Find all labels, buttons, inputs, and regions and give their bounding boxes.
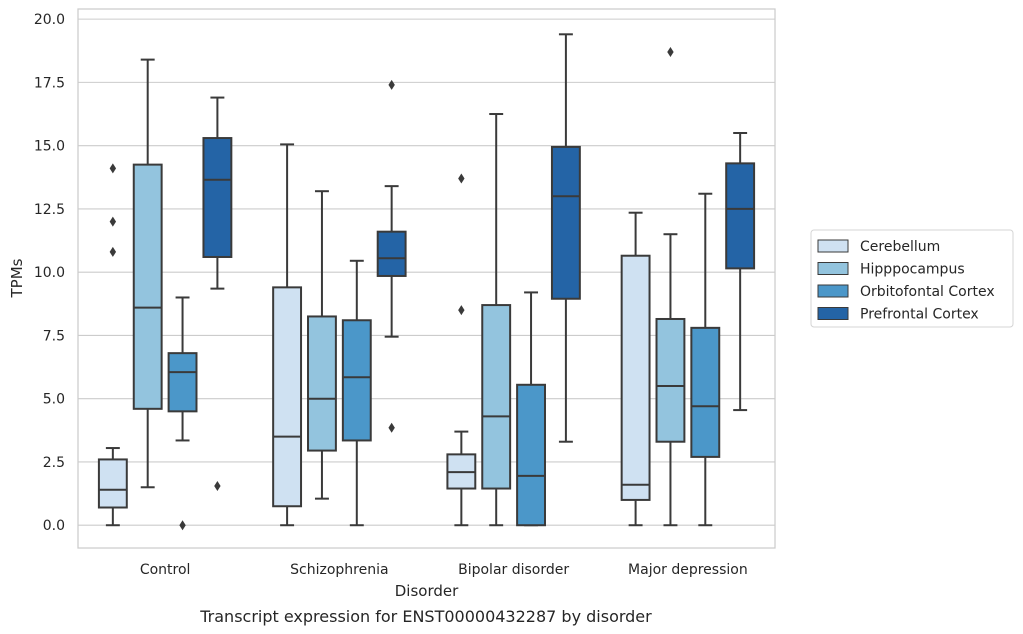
box-iqr — [97, 458, 128, 509]
box-iqr — [272, 286, 303, 508]
box-0-1 — [272, 143, 303, 527]
legend-label: Hipppocampus — [860, 262, 965, 278]
outlier-point — [458, 305, 465, 316]
y-tick-label: 7.5 — [43, 328, 65, 344]
legend-swatch — [817, 307, 849, 320]
box-3-0 — [202, 96, 233, 492]
y-tick-labels: 0.0 2.5 5.0 7.5 10.0 12.5 15.0 17.5 20.0 — [34, 12, 65, 534]
y-tick-label: 5.0 — [43, 392, 65, 408]
outlier-point — [179, 520, 186, 531]
x-axis-label: Disorder — [395, 582, 459, 600]
figure-caption: Transcript expression for ENST0000043228… — [199, 607, 652, 626]
y-tick-label: 0.0 — [43, 518, 65, 534]
legend-swatch — [817, 239, 849, 253]
y-tick-label: 10.0 — [34, 265, 65, 281]
y-axis-label: TPMs — [8, 258, 26, 298]
box-1-3 — [655, 47, 686, 527]
box-0-0 — [97, 163, 128, 527]
box-3-1 — [376, 79, 407, 433]
legend: Cerebellum Hipppocampus Orbitofontal Corte… — [810, 229, 1014, 328]
x-tick-label: Control — [140, 562, 191, 578]
x-tick-labels: Control Schizophrenia Bipolar disorder Majo… — [140, 562, 748, 578]
legend-label: Prefrontal Cortex — [860, 307, 979, 323]
outlier-point — [388, 79, 395, 90]
outlier-point — [214, 481, 221, 492]
legend-label: Cerebellum — [860, 239, 940, 255]
outlier-point — [109, 216, 117, 227]
y-tick-label: 12.5 — [34, 202, 65, 218]
box-1-1 — [307, 190, 337, 500]
box-iqr — [655, 317, 686, 443]
outlier-point — [388, 422, 395, 433]
box-iqr — [550, 145, 581, 300]
x-tick-label: Schizophrenia — [290, 562, 388, 578]
outlier-point — [109, 246, 117, 257]
legend-frame — [810, 229, 1014, 328]
plot-frame — [77, 8, 776, 549]
box-1-2 — [481, 113, 512, 527]
legend-swatch — [817, 284, 849, 298]
legend-swatch — [817, 262, 849, 275]
outlier-point — [458, 173, 465, 184]
box-3-3 — [725, 131, 756, 412]
x-tick-label: Bipolar disorder — [458, 562, 569, 578]
box-iqr — [690, 326, 721, 458]
box-iqr — [481, 304, 512, 490]
y-tick-label: 20.0 — [34, 12, 65, 28]
outlier-point — [667, 47, 674, 58]
box-2-1 — [341, 259, 372, 527]
y-tick-label: 17.5 — [34, 75, 65, 91]
box-iqr — [341, 319, 372, 442]
box-2-3 — [690, 192, 721, 527]
box-iqr — [132, 163, 163, 410]
y-tick-label: 15.0 — [34, 139, 65, 155]
box-2-2 — [516, 291, 546, 527]
box-3-2 — [550, 33, 581, 443]
box-iqr — [725, 162, 756, 270]
box-iqr — [307, 315, 337, 452]
box-0-3 — [620, 211, 651, 527]
box-2-0 — [167, 296, 198, 531]
box-iqr — [202, 137, 233, 258]
box-iqr — [167, 352, 198, 413]
box-iqr — [376, 230, 407, 277]
x-tick-label: Major depression — [628, 562, 748, 578]
legend-label: Orbitofontal Cortex — [860, 284, 995, 300]
boxes — [97, 33, 756, 531]
outlier-point — [109, 163, 117, 174]
box-iqr — [620, 254, 651, 501]
box-iqr — [516, 383, 546, 527]
y-tick-label: 2.5 — [43, 455, 65, 471]
box-0-2 — [446, 173, 477, 527]
box-1-0 — [132, 58, 163, 489]
